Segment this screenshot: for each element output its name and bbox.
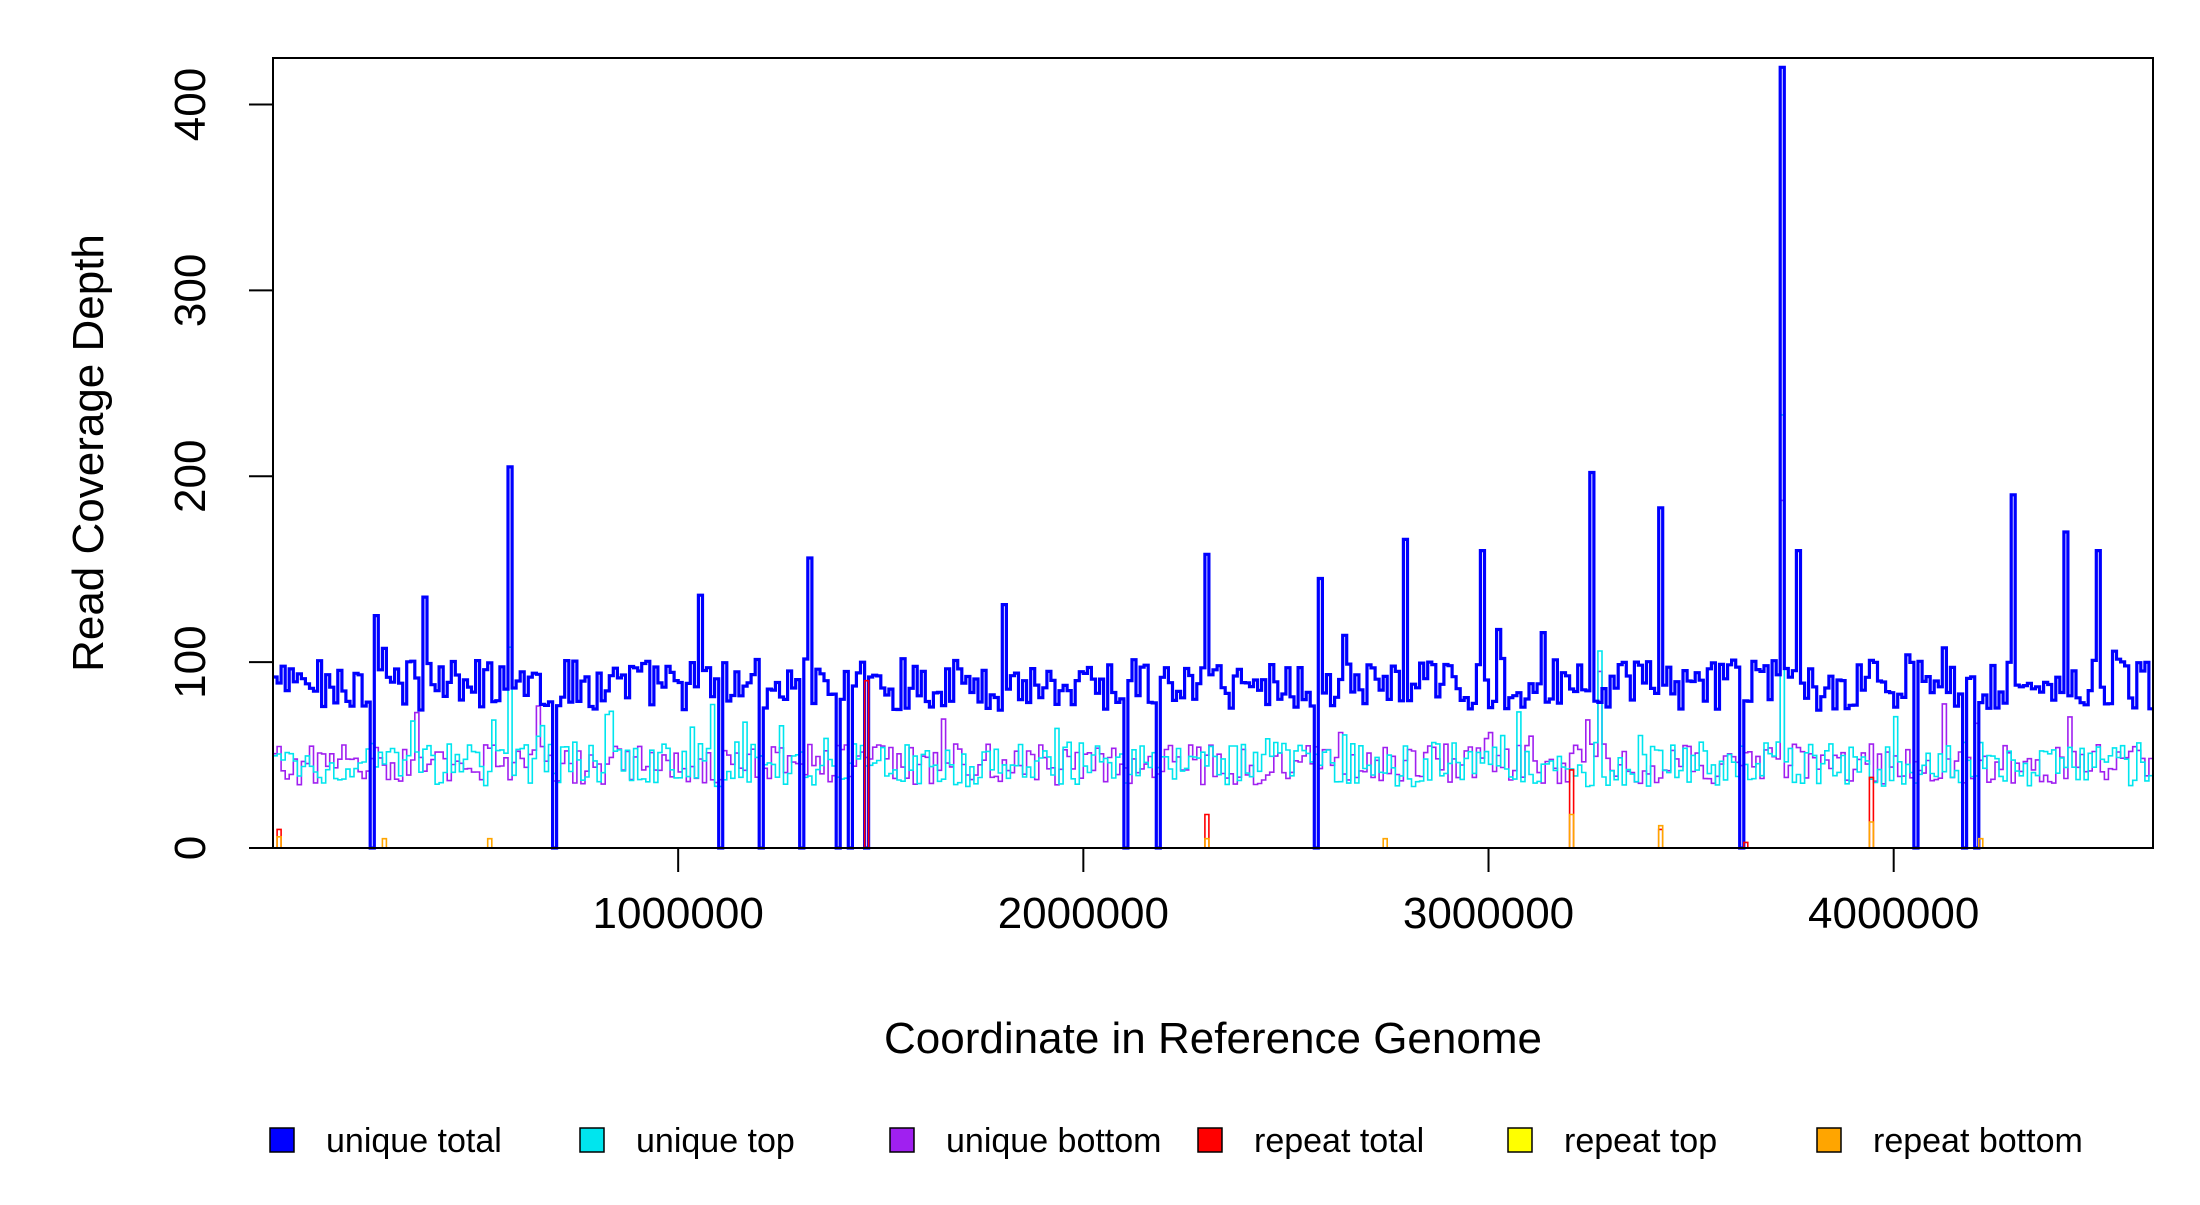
legend-swatch-unique-top [579, 1127, 605, 1153]
legend-swatch-unique-bottom [889, 1127, 915, 1153]
legend: unique total unique top unique bottom repea… [269, 1122, 2083, 1160]
y-tick-label: 100 [166, 625, 215, 698]
y-tick-label: 200 [166, 440, 215, 513]
legend-label-repeat-top: repeat top [1564, 1122, 1717, 1160]
legend-swatch-repeat-top [1507, 1127, 1533, 1153]
legend-label-repeat-total: repeat total [1254, 1122, 1424, 1160]
legend-label-unique-total: unique total [326, 1122, 502, 1160]
legend-label-unique-top: unique top [636, 1122, 795, 1160]
y-tick-label: 400 [166, 68, 215, 141]
x-tick-label: 1000000 [593, 889, 764, 938]
x-tick-label: 2000000 [998, 889, 1169, 938]
y-tick-label: 300 [166, 254, 215, 327]
legend-label-unique-bottom: unique bottom [946, 1122, 1162, 1160]
y-tick-label: 0 [166, 836, 215, 860]
series-line-unique-top [273, 414, 2153, 788]
legend-swatch-repeat-total [1197, 1127, 1223, 1153]
series-line-unique-total [273, 65, 2153, 850]
x-axis-title: Coordinate in Reference Genome [884, 1014, 1542, 1063]
y-axis-title: Read Coverage Depth [64, 234, 113, 672]
y-axis: 0 100 200 300 400 [166, 68, 274, 860]
x-tick-label: 4000000 [1808, 889, 1979, 938]
x-axis: 1000000 2000000 3000000 4000000 [593, 847, 1979, 938]
x-tick-label: 3000000 [1403, 889, 1574, 938]
legend-label-repeat-bottom: repeat bottom [1873, 1122, 2083, 1160]
legend-swatch-repeat-bottom [1816, 1127, 1842, 1153]
legend-swatch-unique-total [269, 1127, 295, 1153]
